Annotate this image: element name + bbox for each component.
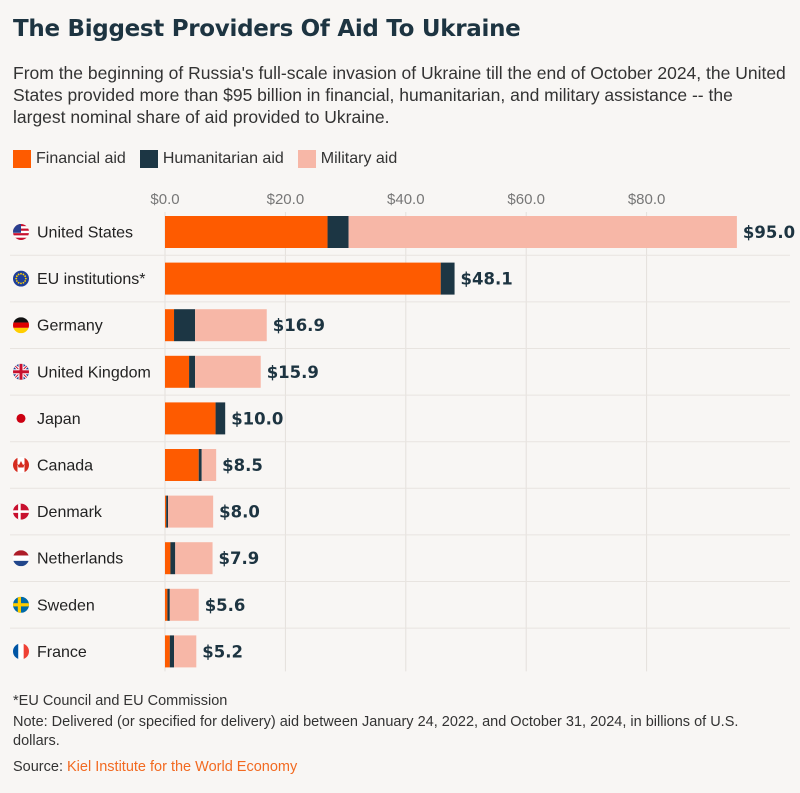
total-value-label: $15.9 bbox=[267, 363, 319, 382]
footnote-note: Note: Delivered (or specified for delive… bbox=[13, 714, 739, 749]
bar-humanitarian bbox=[189, 355, 196, 388]
bar-humanitarian bbox=[174, 309, 196, 342]
chart-subtitle: From the beginning of Russia's full-scal… bbox=[13, 63, 786, 127]
x-tick-label: $20.0 bbox=[267, 191, 305, 208]
category-label: EU institutions* bbox=[37, 271, 146, 288]
eu-flag-icon bbox=[13, 270, 29, 287]
bar-military bbox=[169, 588, 199, 621]
legend-swatch-humanitarian bbox=[139, 150, 158, 168]
bar-humanitarian bbox=[170, 542, 176, 575]
canada-flag-icon bbox=[13, 457, 29, 473]
bar-military bbox=[195, 309, 267, 342]
total-value-label: $48.1 bbox=[461, 270, 513, 289]
denmark-flag-icon bbox=[13, 503, 29, 520]
x-tick-label: $40.0 bbox=[387, 191, 425, 208]
uk-flag-icon bbox=[13, 363, 29, 380]
total-value-label: $8.0 bbox=[219, 503, 260, 522]
legend-swatch-military bbox=[297, 150, 316, 168]
x-tick-label: $80.0 bbox=[628, 191, 666, 208]
bar-financial bbox=[165, 495, 167, 528]
france-flag-icon bbox=[13, 643, 29, 660]
japan-flag-icon bbox=[13, 410, 29, 427]
legend-swatch-financial bbox=[13, 150, 31, 168]
footnotes: *EU Council and EU Commission Note: Deli… bbox=[13, 692, 783, 779]
category-label: United Kingdom bbox=[37, 364, 151, 381]
x-tick-label: $0.0 bbox=[150, 191, 179, 208]
bar-financial bbox=[165, 355, 190, 388]
chart-title: The Biggest Providers Of Aid To Ukraine bbox=[13, 16, 521, 42]
total-value-label: $10.0 bbox=[231, 409, 283, 428]
total-value-label: $5.2 bbox=[202, 642, 243, 661]
bar-military bbox=[174, 635, 197, 668]
category-label: Denmark bbox=[37, 504, 103, 521]
bar-financial bbox=[165, 542, 171, 575]
bar-financial bbox=[165, 635, 170, 668]
bar-chart: $0.0 $20.0 $40.0 $60.0 $80.0 United States $95… bbox=[10, 191, 795, 672]
total-value-label: $7.9 bbox=[219, 549, 260, 568]
legend-item-military: Military aid bbox=[297, 150, 398, 168]
bar-humanitarian bbox=[169, 635, 175, 668]
category-label: Sweden bbox=[37, 597, 95, 614]
legend-label-financial: Financial aid bbox=[36, 150, 126, 167]
legend-item-humanitarian: Humanitarian aid bbox=[139, 150, 284, 168]
legend-item-financial: Financial aid bbox=[13, 150, 126, 168]
category-label: Canada bbox=[37, 458, 93, 475]
bar-military bbox=[175, 542, 213, 575]
bar-financial bbox=[165, 262, 441, 295]
bar-humanitarian bbox=[166, 495, 169, 528]
bar-military bbox=[195, 355, 261, 388]
bar-military bbox=[201, 449, 217, 481]
bar-financial bbox=[165, 588, 168, 621]
source-prefix: Source: bbox=[13, 759, 67, 775]
x-tick-label: $60.0 bbox=[507, 191, 545, 208]
sweden-flag-icon bbox=[13, 596, 29, 613]
bar-humanitarian bbox=[198, 449, 202, 481]
netherlands-flag-icon bbox=[13, 550, 29, 567]
footnote-asterisk: *EU Council and EU Commission bbox=[13, 693, 228, 709]
bar-financial bbox=[165, 402, 216, 435]
us-flag-icon bbox=[13, 224, 29, 240]
bar-humanitarian bbox=[167, 588, 170, 621]
bar-military bbox=[348, 216, 737, 248]
legend-label-humanitarian: Humanitarian aid bbox=[162, 150, 284, 167]
bar-financial bbox=[165, 309, 175, 342]
germany-flag-icon bbox=[13, 317, 29, 334]
category-label: France bbox=[37, 644, 87, 661]
total-value-label: $16.9 bbox=[273, 316, 325, 335]
bar-financial bbox=[165, 216, 328, 248]
bar-humanitarian bbox=[440, 262, 455, 295]
bar-military bbox=[168, 495, 214, 528]
source-line: Source: Kiel Institute for the World Eco… bbox=[13, 758, 783, 777]
category-label: Netherlands bbox=[37, 551, 123, 568]
category-label: Japan bbox=[37, 411, 81, 428]
legend: Financial aid Humanitarian aid Military … bbox=[13, 150, 411, 168]
legend-label-military: Military aid bbox=[320, 150, 398, 167]
total-value-label: $5.6 bbox=[205, 596, 246, 615]
bar-humanitarian bbox=[327, 216, 349, 248]
total-value-label: $8.5 bbox=[222, 456, 263, 475]
total-value-label: $95.0 bbox=[743, 223, 795, 242]
source-link[interactable]: Kiel Institute for the World Economy bbox=[67, 759, 298, 775]
category-label: Germany bbox=[37, 318, 103, 335]
category-label: United States bbox=[37, 225, 133, 242]
bar-humanitarian bbox=[215, 402, 226, 435]
bar-financial bbox=[165, 449, 199, 481]
